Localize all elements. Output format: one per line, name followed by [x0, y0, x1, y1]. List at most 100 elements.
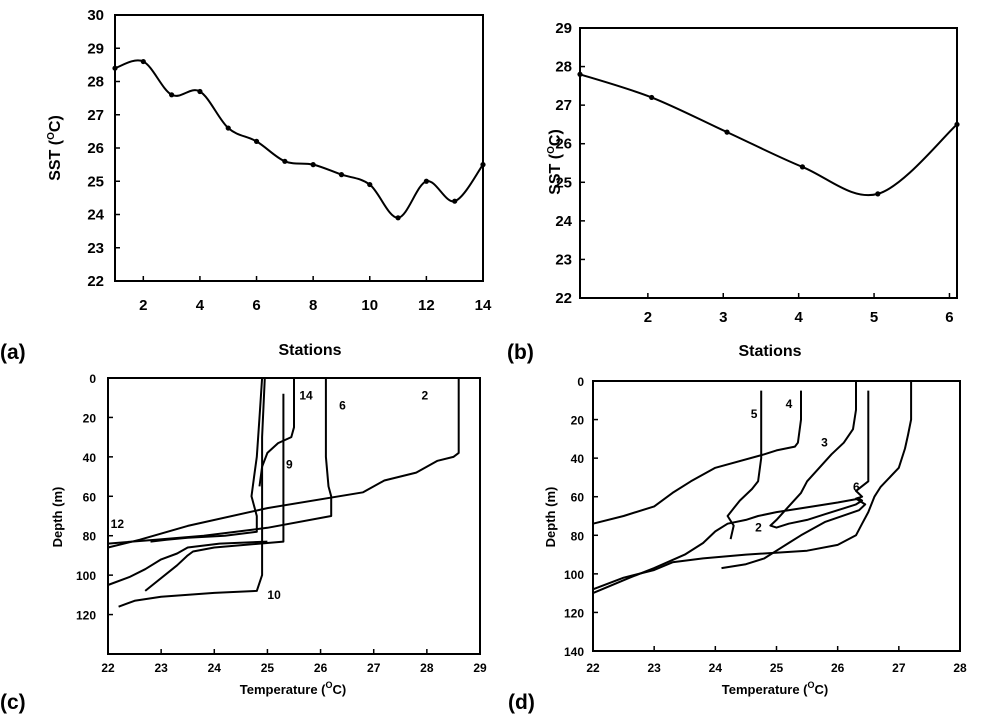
- x-axis-label-degree: O: [326, 680, 333, 690]
- series-line: [107, 540, 268, 586]
- x-tick-label: 24: [709, 661, 723, 675]
- data-point: [799, 164, 806, 170]
- data-point: [140, 58, 146, 65]
- panel-label-a: (a): [0, 341, 26, 364]
- x-tick-label: 26: [314, 661, 328, 675]
- profile-label: 6: [339, 399, 346, 413]
- x-axis-label-part: C): [333, 682, 347, 697]
- y-tick-label: 120: [564, 606, 584, 620]
- y-tick-label: 28: [87, 74, 104, 91]
- x-tick-label: 4: [794, 309, 803, 326]
- data-point: [197, 88, 203, 95]
- chart-panel-d: 22 23 24 25 26 27 28020406080100120140Temperat…: [543, 375, 967, 697]
- x-tick-label: 10: [361, 297, 378, 314]
- y-tick-label: 26: [87, 140, 104, 157]
- data-point: [875, 191, 881, 197]
- profile-label: 14: [299, 389, 313, 403]
- y-tick-label: 0: [89, 372, 96, 386]
- profile-label: 2: [755, 521, 762, 535]
- x-tick-label: 28: [420, 661, 434, 675]
- y-axis-label-group: SST (OC): [46, 115, 64, 181]
- series-line: [579, 73, 958, 197]
- profile-label: 4: [786, 397, 793, 411]
- x-axis-label: Stations: [278, 342, 341, 359]
- x-tick-label: 14: [475, 297, 492, 314]
- y-tick-label: 25: [87, 173, 104, 190]
- y-tick-label: 20: [571, 414, 585, 428]
- series-line-6: [721, 390, 870, 570]
- x-tick-label: 5: [870, 309, 878, 326]
- plot-frame: [592, 380, 961, 652]
- x-axis-label: Temperature (OC): [240, 680, 346, 697]
- x-axis-label: Stations: [738, 343, 801, 360]
- chart-panel-c: 22 23 24 25 26 27 28 29020406080100120Temperatu…: [50, 372, 487, 697]
- y-tick-label: 100: [564, 568, 584, 582]
- series-line-9: [144, 393, 285, 592]
- data-point: [225, 125, 231, 131]
- x-axis-label-part: Temperature (: [240, 682, 326, 697]
- y-tick-label: 26: [555, 136, 572, 153]
- y-axis-label: Depth (m): [543, 487, 558, 548]
- y-axis-label-group: SST (OC): [546, 129, 564, 195]
- y-tick-label: 20: [83, 411, 97, 425]
- plot-frame: [114, 14, 484, 282]
- y-tick-label: 23: [87, 240, 104, 257]
- data-point: [253, 138, 260, 144]
- y-tick-label: 22: [87, 273, 104, 290]
- y-axis-label: Depth (m): [50, 487, 65, 548]
- x-tick-label: 23: [154, 661, 168, 675]
- x-tick-label: 3: [719, 309, 727, 326]
- profile-label: 3: [821, 436, 828, 450]
- panel-label-b: (b): [507, 341, 534, 364]
- y-tick-label: 27: [555, 97, 572, 114]
- profile-label: 2: [422, 389, 429, 403]
- profile-label: 5: [751, 407, 758, 421]
- data-point: [577, 71, 583, 77]
- y-tick-label: 80: [83, 530, 97, 544]
- series-line-3: [592, 381, 864, 595]
- data-point: [480, 162, 486, 168]
- series-line-2: [107, 378, 460, 549]
- panel-label-d: (d): [508, 691, 535, 714]
- y-axis-label-part: SST (: [47, 139, 64, 181]
- chart-panel-a: 2 4 6 8 10 12 14222324252627282930StationsSST …: [46, 7, 492, 359]
- y-axis-label-part: SST (: [547, 153, 564, 195]
- y-axis-label-degree: O: [546, 146, 557, 154]
- y-axis-label: SST (OC): [546, 129, 564, 195]
- x-tick-label: 2: [644, 309, 652, 326]
- y-tick-label: 60: [571, 491, 585, 505]
- series-line-2: [592, 381, 913, 591]
- profile-label: 12: [111, 517, 125, 531]
- data-point: [367, 181, 373, 188]
- y-tick-label: 80: [571, 529, 585, 543]
- y-tick-label: 24: [87, 207, 104, 224]
- y-axis-label-part: C): [547, 129, 564, 146]
- y-axis-label-degree: O: [46, 132, 57, 140]
- data-point: [395, 215, 401, 221]
- x-tick-label: 6: [252, 297, 260, 314]
- y-tick-label: 120: [76, 609, 96, 623]
- data-point: [649, 94, 655, 101]
- y-tick-label: 60: [83, 490, 97, 504]
- data-point: [282, 158, 288, 164]
- y-axis-label-group: Depth (m): [543, 487, 558, 548]
- data-point: [338, 172, 345, 178]
- data-point: [954, 121, 960, 128]
- x-axis-label-part: C): [815, 682, 829, 697]
- series-line-4: [592, 390, 802, 525]
- y-tick-label: 40: [571, 452, 585, 466]
- x-tick-label: 28: [953, 661, 967, 675]
- y-axis-label: SST (OC): [46, 115, 64, 181]
- plot-frame: [579, 27, 958, 299]
- y-tick-label: 0: [577, 375, 584, 389]
- y-axis-label-group: Depth (m): [50, 487, 65, 548]
- profile-label: 9: [286, 458, 293, 472]
- y-tick-label: 140: [564, 645, 584, 659]
- x-tick-label: 27: [367, 661, 381, 675]
- x-tick-label: 22: [586, 661, 600, 675]
- data-point: [112, 65, 118, 71]
- x-tick-label: 2: [139, 297, 147, 314]
- x-tick-label: 25: [261, 661, 275, 675]
- x-tick-label: 23: [647, 661, 661, 675]
